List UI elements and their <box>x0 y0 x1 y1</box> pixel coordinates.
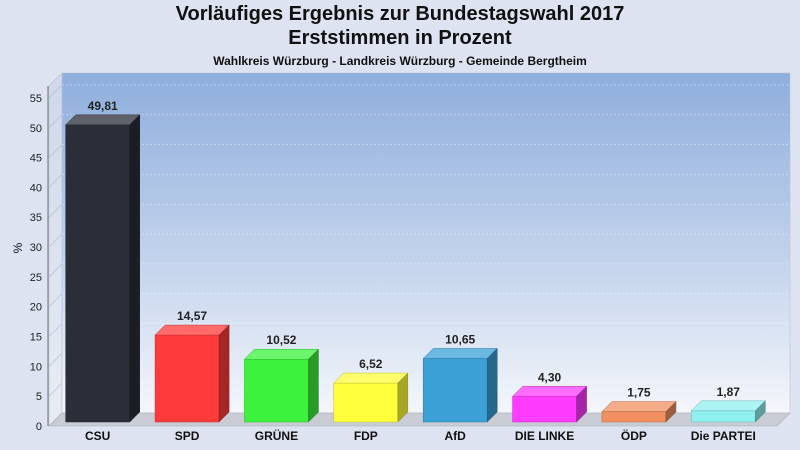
plot-area: 0 5 10 15 20 25 30 35 40 45 50 55% 49,81 CSU 14,57 SPD 1… <box>11 72 791 443</box>
bar-value-label: 10,65 <box>445 332 475 346</box>
bar-value-label: 14,57 <box>177 309 207 323</box>
bar-side <box>486 347 498 423</box>
y-tick-label: 15 <box>30 332 42 344</box>
bar-ödp <box>601 411 667 423</box>
gridline-wall <box>48 233 63 248</box>
gridline-wall <box>48 114 63 128</box>
bar-top <box>601 401 677 412</box>
bar-top <box>511 386 588 397</box>
bar-side <box>665 400 677 423</box>
x-tick-label: AfD <box>445 429 467 443</box>
y-tick-label: 55 <box>30 93 42 105</box>
bar-value-label: 49,81 <box>88 99 118 113</box>
bar-value-label: 10,52 <box>266 333 296 347</box>
bar-fdp <box>333 382 399 423</box>
y-tick-label: 50 <box>30 123 42 135</box>
bar-grüne <box>244 358 309 423</box>
x-tick-label: DIE LINKE <box>515 429 574 443</box>
bar-top <box>154 324 230 336</box>
chart-subtitle: Erststimmen in Prozent <box>288 27 512 49</box>
bar-top <box>422 348 498 359</box>
bar-value-label: 1,75 <box>627 386 651 400</box>
bar-afd <box>422 358 488 423</box>
bar-top <box>333 372 409 384</box>
bar-top <box>243 348 320 360</box>
gridline-wall <box>48 293 63 307</box>
gridline-wall <box>48 382 63 397</box>
y-tick-label: 35 <box>30 212 42 224</box>
bar-side <box>218 324 230 423</box>
gridline-wall <box>48 323 63 337</box>
y-tick-label: 5 <box>36 391 42 403</box>
gridline-wall <box>48 84 63 99</box>
bar-die-partei <box>691 410 756 423</box>
y-tick-label: 10 <box>30 361 42 373</box>
bar-side <box>755 400 766 423</box>
x-tick-label: Die PARTEI <box>691 429 756 443</box>
bar-side <box>576 385 587 423</box>
bar-side <box>397 372 409 423</box>
gridline-wall <box>48 353 63 367</box>
y-tick-label: 45 <box>30 153 42 165</box>
bar-value-label: 4,30 <box>538 370 562 384</box>
x-tick-label: FDP <box>354 429 378 443</box>
bar-csu <box>65 124 130 423</box>
bar-side <box>129 114 140 423</box>
y-tick-label: 20 <box>30 302 42 314</box>
bar-top <box>65 114 141 126</box>
gridline-wall <box>48 174 63 188</box>
x-tick-label: GRÜNE <box>255 428 298 443</box>
bar-value-label: 1,87 <box>717 385 741 399</box>
chart-title: Vorläufiges Ergebnis zur Bundestagswahl … <box>175 3 625 25</box>
y-tick-label: 40 <box>30 182 42 194</box>
gridline-wall <box>48 263 63 278</box>
gridline-wall <box>48 412 63 427</box>
y-tick-label: 25 <box>30 272 42 284</box>
gridline-wall <box>48 144 63 158</box>
chart-caption: Wahlkreis Würzburg - Landkreis Würzburg … <box>213 54 587 68</box>
bar-top <box>690 400 766 412</box>
y-tick-label: 30 <box>30 242 42 254</box>
gridline-wall <box>48 204 63 218</box>
x-tick-label: ÖDP <box>621 428 647 443</box>
x-tick-label: SPD <box>175 429 200 443</box>
bar-die-linke <box>512 396 577 423</box>
x-tick-label: CSU <box>85 429 110 443</box>
bar-side <box>308 348 319 423</box>
bar-value-label: 6,52 <box>359 357 383 371</box>
y-tick-label: 0 <box>36 421 42 433</box>
y-axis-label: % <box>11 242 25 253</box>
bar-spd <box>154 334 220 423</box>
